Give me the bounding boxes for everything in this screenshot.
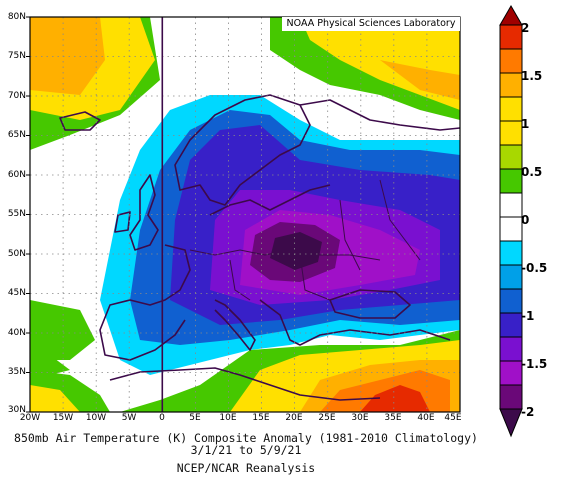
lon-label: 25E [318, 413, 336, 423]
lat-label: 50N [7, 249, 26, 259]
colorbar-label: -1.5 [521, 357, 548, 371]
colorbar-top-arrow [499, 5, 523, 26]
lat-label: 45N [7, 288, 26, 298]
colorbar-label: 1.5 [521, 69, 543, 83]
lon-label: 20E [285, 413, 303, 423]
lat-label: 75N [7, 51, 26, 61]
lon-label: 15E [252, 413, 270, 423]
colorbar-label: -2 [521, 405, 535, 419]
lon-label: 10W [85, 413, 107, 423]
colorbar-label: 0 [521, 213, 530, 227]
chart-title: 850mb Air Temperature (K) Composite Anom… [14, 431, 478, 445]
lon-label: 15W [52, 413, 74, 423]
graticule [30, 17, 460, 412]
colorbar-label: 1 [521, 117, 530, 131]
lat-label: 55N [7, 209, 26, 219]
colorbar-label: 2 [521, 21, 530, 35]
lat-label: 30N [7, 405, 26, 415]
date-range: 3/1/21 to 5/9/21 [190, 443, 302, 457]
colorbar-label: -0.5 [521, 261, 548, 275]
lat-label: 60N [7, 170, 26, 180]
lat-label: 65N [7, 130, 26, 140]
lat-label: 40N [7, 328, 26, 338]
lon-label: 30E [351, 413, 369, 423]
credit-label: NOAA Physical Sciences Laboratory [282, 17, 460, 31]
lon-label: 0 [159, 413, 165, 423]
lon-label: 35E [384, 413, 402, 423]
lon-label: 45E [444, 413, 462, 423]
colorbar-label: 0.5 [521, 165, 543, 179]
colorbar-label: -1 [521, 309, 535, 323]
lon-label: 20W [19, 413, 41, 423]
lon-label: 40E [417, 413, 435, 423]
lon-label: 5W [121, 413, 137, 423]
lon-label: 10E [219, 413, 237, 423]
lat-label: 35N [7, 367, 26, 377]
colorbar [499, 5, 523, 438]
colorbar-bottom-arrow [499, 408, 523, 438]
lat-label: 70N [7, 91, 26, 101]
coastlines [59, 94, 460, 401]
data-source: NCEP/NCAR Reanalysis [176, 461, 316, 475]
axis-ticks [26, 16, 30, 413]
lon-label: 5E [189, 413, 201, 423]
lat-label: 80N [7, 12, 26, 22]
